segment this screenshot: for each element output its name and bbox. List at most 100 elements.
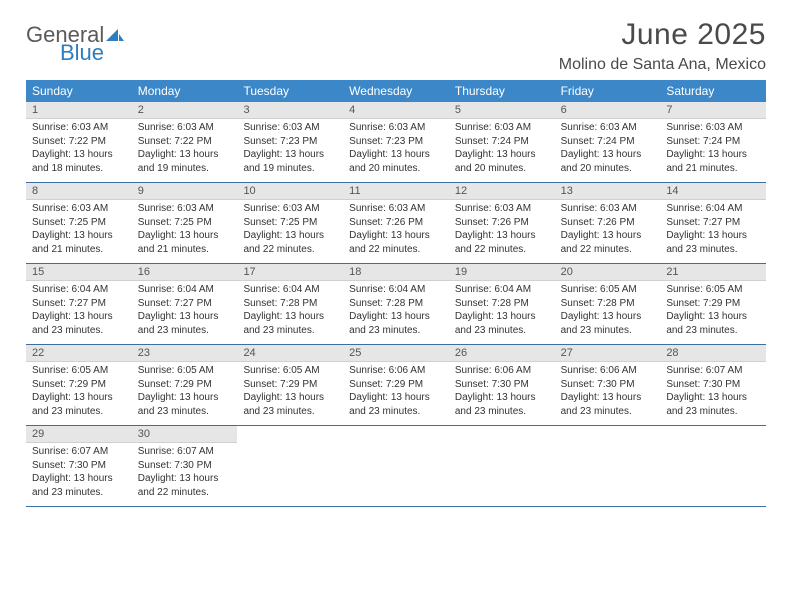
sunrise-line: Sunrise: 6:04 AM <box>138 283 232 297</box>
weekday-header: Thursday <box>449 80 555 102</box>
day-detail: Sunrise: 6:03 AMSunset: 7:24 PMDaylight:… <box>660 119 766 179</box>
sunset-line: Sunset: 7:29 PM <box>243 378 337 392</box>
day-number: 1 <box>26 102 132 118</box>
day-number: 30 <box>132 426 238 442</box>
calendar-day-cell: 11Sunrise: 6:03 AMSunset: 7:26 PMDayligh… <box>343 183 449 263</box>
calendar-day-cell <box>449 426 555 506</box>
day-number: 9 <box>132 183 238 199</box>
day-number-bar: 2 <box>132 102 238 119</box>
calendar-week-row: 8Sunrise: 6:03 AMSunset: 7:25 PMDaylight… <box>26 183 766 264</box>
sunrise-line: Sunrise: 6:03 AM <box>455 121 549 135</box>
daylight-line: Daylight: 13 hours and 21 minutes. <box>666 148 760 175</box>
daylight-line: Daylight: 13 hours and 23 minutes. <box>32 391 126 418</box>
day-number: 15 <box>26 264 132 280</box>
day-detail: Sunrise: 6:03 AMSunset: 7:25 PMDaylight:… <box>237 200 343 260</box>
calendar-day-cell: 7Sunrise: 6:03 AMSunset: 7:24 PMDaylight… <box>660 102 766 182</box>
day-number-bar: 30 <box>132 426 238 443</box>
daylight-line: Daylight: 13 hours and 22 minutes. <box>243 229 337 256</box>
calendar-day-cell <box>237 426 343 506</box>
day-number: 23 <box>132 345 238 361</box>
sunrise-line: Sunrise: 6:03 AM <box>32 202 126 216</box>
weekday-header: Sunday <box>26 80 132 102</box>
sunset-line: Sunset: 7:24 PM <box>666 135 760 149</box>
calendar-day-cell <box>343 426 449 506</box>
calendar-day-cell <box>555 426 661 506</box>
day-number-bar: 15 <box>26 264 132 281</box>
day-detail: Sunrise: 6:03 AMSunset: 7:26 PMDaylight:… <box>343 200 449 260</box>
day-number: 25 <box>343 345 449 361</box>
day-detail: Sunrise: 6:03 AMSunset: 7:26 PMDaylight:… <box>555 200 661 260</box>
daylight-line: Daylight: 13 hours and 20 minutes. <box>561 148 655 175</box>
sunrise-line: Sunrise: 6:03 AM <box>561 121 655 135</box>
sunrise-line: Sunrise: 6:03 AM <box>349 202 443 216</box>
calendar-day-cell: 18Sunrise: 6:04 AMSunset: 7:28 PMDayligh… <box>343 264 449 344</box>
title-block: June 2025 Molino de Santa Ana, Mexico <box>559 18 766 74</box>
page-header: General Blue June 2025 Molino de Santa A… <box>26 18 766 74</box>
daylight-line: Daylight: 13 hours and 23 minutes. <box>455 310 549 337</box>
day-number-bar: 5 <box>449 102 555 119</box>
daylight-line: Daylight: 13 hours and 23 minutes. <box>666 310 760 337</box>
sunset-line: Sunset: 7:25 PM <box>243 216 337 230</box>
day-number-bar: 23 <box>132 345 238 362</box>
calendar-day-cell: 27Sunrise: 6:06 AMSunset: 7:30 PMDayligh… <box>555 345 661 425</box>
day-detail: Sunrise: 6:05 AMSunset: 7:29 PMDaylight:… <box>132 362 238 422</box>
day-number-bar: 1 <box>26 102 132 119</box>
calendar-day-cell: 20Sunrise: 6:05 AMSunset: 7:28 PMDayligh… <box>555 264 661 344</box>
day-number-bar: 14 <box>660 183 766 200</box>
sunset-line: Sunset: 7:29 PM <box>666 297 760 311</box>
day-detail: Sunrise: 6:05 AMSunset: 7:29 PMDaylight:… <box>660 281 766 341</box>
day-number-bar: 19 <box>449 264 555 281</box>
calendar-day-cell: 21Sunrise: 6:05 AMSunset: 7:29 PMDayligh… <box>660 264 766 344</box>
daylight-line: Daylight: 13 hours and 22 minutes. <box>561 229 655 256</box>
day-detail: Sunrise: 6:03 AMSunset: 7:26 PMDaylight:… <box>449 200 555 260</box>
day-number: 8 <box>26 183 132 199</box>
day-detail: Sunrise: 6:04 AMSunset: 7:27 PMDaylight:… <box>660 200 766 260</box>
sunset-line: Sunset: 7:28 PM <box>455 297 549 311</box>
daylight-line: Daylight: 13 hours and 21 minutes. <box>32 229 126 256</box>
calendar-day-cell: 29Sunrise: 6:07 AMSunset: 7:30 PMDayligh… <box>26 426 132 506</box>
calendar-week-row: 1Sunrise: 6:03 AMSunset: 7:22 PMDaylight… <box>26 102 766 183</box>
calendar-day-cell: 26Sunrise: 6:06 AMSunset: 7:30 PMDayligh… <box>449 345 555 425</box>
day-number-bar: 21 <box>660 264 766 281</box>
sunrise-line: Sunrise: 6:04 AM <box>455 283 549 297</box>
sunset-line: Sunset: 7:26 PM <box>349 216 443 230</box>
day-detail: Sunrise: 6:03 AMSunset: 7:22 PMDaylight:… <box>26 119 132 179</box>
day-detail: Sunrise: 6:04 AMSunset: 7:28 PMDaylight:… <box>237 281 343 341</box>
day-detail: Sunrise: 6:03 AMSunset: 7:25 PMDaylight:… <box>26 200 132 260</box>
daylight-line: Daylight: 13 hours and 18 minutes. <box>32 148 126 175</box>
day-detail: Sunrise: 6:03 AMSunset: 7:25 PMDaylight:… <box>132 200 238 260</box>
sunrise-line: Sunrise: 6:03 AM <box>32 121 126 135</box>
calendar-week-row: 29Sunrise: 6:07 AMSunset: 7:30 PMDayligh… <box>26 426 766 507</box>
calendar-day-cell: 3Sunrise: 6:03 AMSunset: 7:23 PMDaylight… <box>237 102 343 182</box>
sunset-line: Sunset: 7:30 PM <box>561 378 655 392</box>
calendar-day-cell: 5Sunrise: 6:03 AMSunset: 7:24 PMDaylight… <box>449 102 555 182</box>
day-number: 27 <box>555 345 661 361</box>
sunset-line: Sunset: 7:27 PM <box>666 216 760 230</box>
sunset-line: Sunset: 7:24 PM <box>455 135 549 149</box>
day-number-bar: 22 <box>26 345 132 362</box>
day-number-bar: 6 <box>555 102 661 119</box>
sunrise-line: Sunrise: 6:07 AM <box>32 445 126 459</box>
sunrise-line: Sunrise: 6:03 AM <box>666 121 760 135</box>
day-detail: Sunrise: 6:07 AMSunset: 7:30 PMDaylight:… <box>26 443 132 503</box>
day-detail: Sunrise: 6:05 AMSunset: 7:29 PMDaylight:… <box>237 362 343 422</box>
weekday-header: Tuesday <box>237 80 343 102</box>
day-number: 12 <box>449 183 555 199</box>
weekday-header-row: SundayMondayTuesdayWednesdayThursdayFrid… <box>26 80 766 102</box>
day-number: 20 <box>555 264 661 280</box>
sunrise-line: Sunrise: 6:03 AM <box>243 202 337 216</box>
location-subtitle: Molino de Santa Ana, Mexico <box>559 56 766 74</box>
sunrise-line: Sunrise: 6:03 AM <box>455 202 549 216</box>
day-detail: Sunrise: 6:04 AMSunset: 7:28 PMDaylight:… <box>449 281 555 341</box>
day-detail: Sunrise: 6:07 AMSunset: 7:30 PMDaylight:… <box>660 362 766 422</box>
day-detail: Sunrise: 6:03 AMSunset: 7:24 PMDaylight:… <box>555 119 661 179</box>
daylight-line: Daylight: 13 hours and 22 minutes. <box>455 229 549 256</box>
logo-text-block: General Blue <box>26 24 125 64</box>
day-number-bar: 10 <box>237 183 343 200</box>
calendar-day-cell: 9Sunrise: 6:03 AMSunset: 7:25 PMDaylight… <box>132 183 238 263</box>
day-number-bar: 16 <box>132 264 238 281</box>
day-number: 17 <box>237 264 343 280</box>
day-number-bar: 17 <box>237 264 343 281</box>
calendar-day-cell: 1Sunrise: 6:03 AMSunset: 7:22 PMDaylight… <box>26 102 132 182</box>
sunrise-line: Sunrise: 6:06 AM <box>349 364 443 378</box>
